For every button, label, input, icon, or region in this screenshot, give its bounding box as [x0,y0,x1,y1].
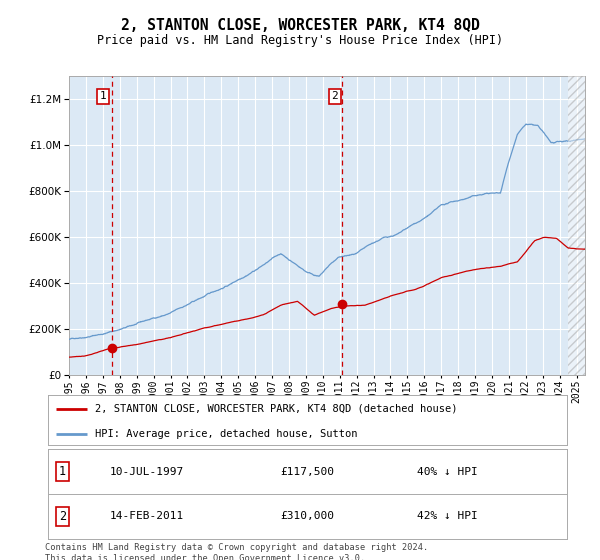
Text: HPI: Average price, detached house, Sutton: HPI: Average price, detached house, Sutt… [95,429,357,439]
Text: 40% ↓ HPI: 40% ↓ HPI [417,466,478,477]
Text: 42% ↓ HPI: 42% ↓ HPI [417,511,478,521]
Text: 1: 1 [59,465,66,478]
Text: £117,500: £117,500 [281,466,335,477]
Text: 10-JUL-1997: 10-JUL-1997 [109,466,184,477]
Text: 2: 2 [59,510,66,523]
Bar [568,76,600,375]
Text: Price paid vs. HM Land Registry's House Price Index (HPI): Price paid vs. HM Land Registry's House … [97,34,503,47]
Text: 2, STANTON CLOSE, WORCESTER PARK, KT4 8QD (detached house): 2, STANTON CLOSE, WORCESTER PARK, KT4 8Q… [95,404,457,414]
Text: £310,000: £310,000 [281,511,335,521]
Text: Contains HM Land Registry data © Crown copyright and database right 2024.
This d: Contains HM Land Registry data © Crown c… [45,543,428,560]
Text: 2: 2 [332,91,338,101]
Text: 1: 1 [100,91,107,101]
Text: 2, STANTON CLOSE, WORCESTER PARK, KT4 8QD: 2, STANTON CLOSE, WORCESTER PARK, KT4 8Q… [121,18,479,32]
Text: 14-FEB-2011: 14-FEB-2011 [109,511,184,521]
